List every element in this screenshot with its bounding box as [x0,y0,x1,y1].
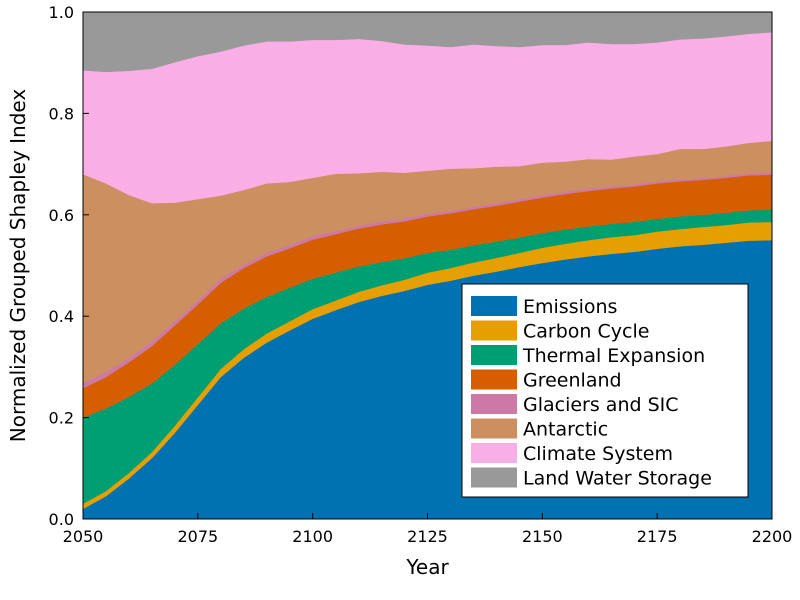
legend-label: Greenland [523,370,622,392]
y-tick-label: 0.2 [49,409,74,428]
x-tick-label: 2075 [177,527,218,546]
x-tick-label: 2050 [63,527,104,546]
x-tick-label: 2150 [522,527,563,546]
legend-swatch [471,320,517,341]
legend-label: Land Water Storage [523,468,712,490]
x-axis-title: Year [405,555,449,579]
y-tick-label: 0.4 [49,307,74,326]
x-tick-label: 2125 [407,527,448,546]
legend-swatch [471,443,517,463]
legend-swatch [471,296,517,316]
legend-label: Climate System [523,443,673,465]
legend-label: Thermal Expansion [522,345,705,367]
x-tick-label: 2175 [637,527,678,546]
x-tick-label: 2100 [292,527,333,546]
y-axis: 0.0 0.2 0.4 0.6 0.8 1.0 [49,3,89,529]
legend-label: Antarctic [523,419,608,441]
legend-label: Carbon Cycle [523,321,649,343]
legend-swatch [471,345,517,365]
y-axis-title: Normalized Grouped Shapley Index [6,89,30,443]
legend-swatch [471,369,517,390]
y-tick-label: 0.6 [49,206,74,225]
legend-label: Glaciers and SIC [523,394,679,416]
y-tick-label: 0.0 [49,510,74,529]
x-tick-label: 2200 [752,527,793,546]
legend-swatch [471,467,517,488]
y-tick-label: 0.8 [49,104,74,123]
legend-swatch [471,394,517,414]
y-tick-label: 1.0 [49,3,74,22]
legend-swatch [471,418,517,439]
legend-label: Emissions [523,296,617,318]
x-axis: 2050 2075 2100 2125 2150 2175 2200 [63,513,793,546]
